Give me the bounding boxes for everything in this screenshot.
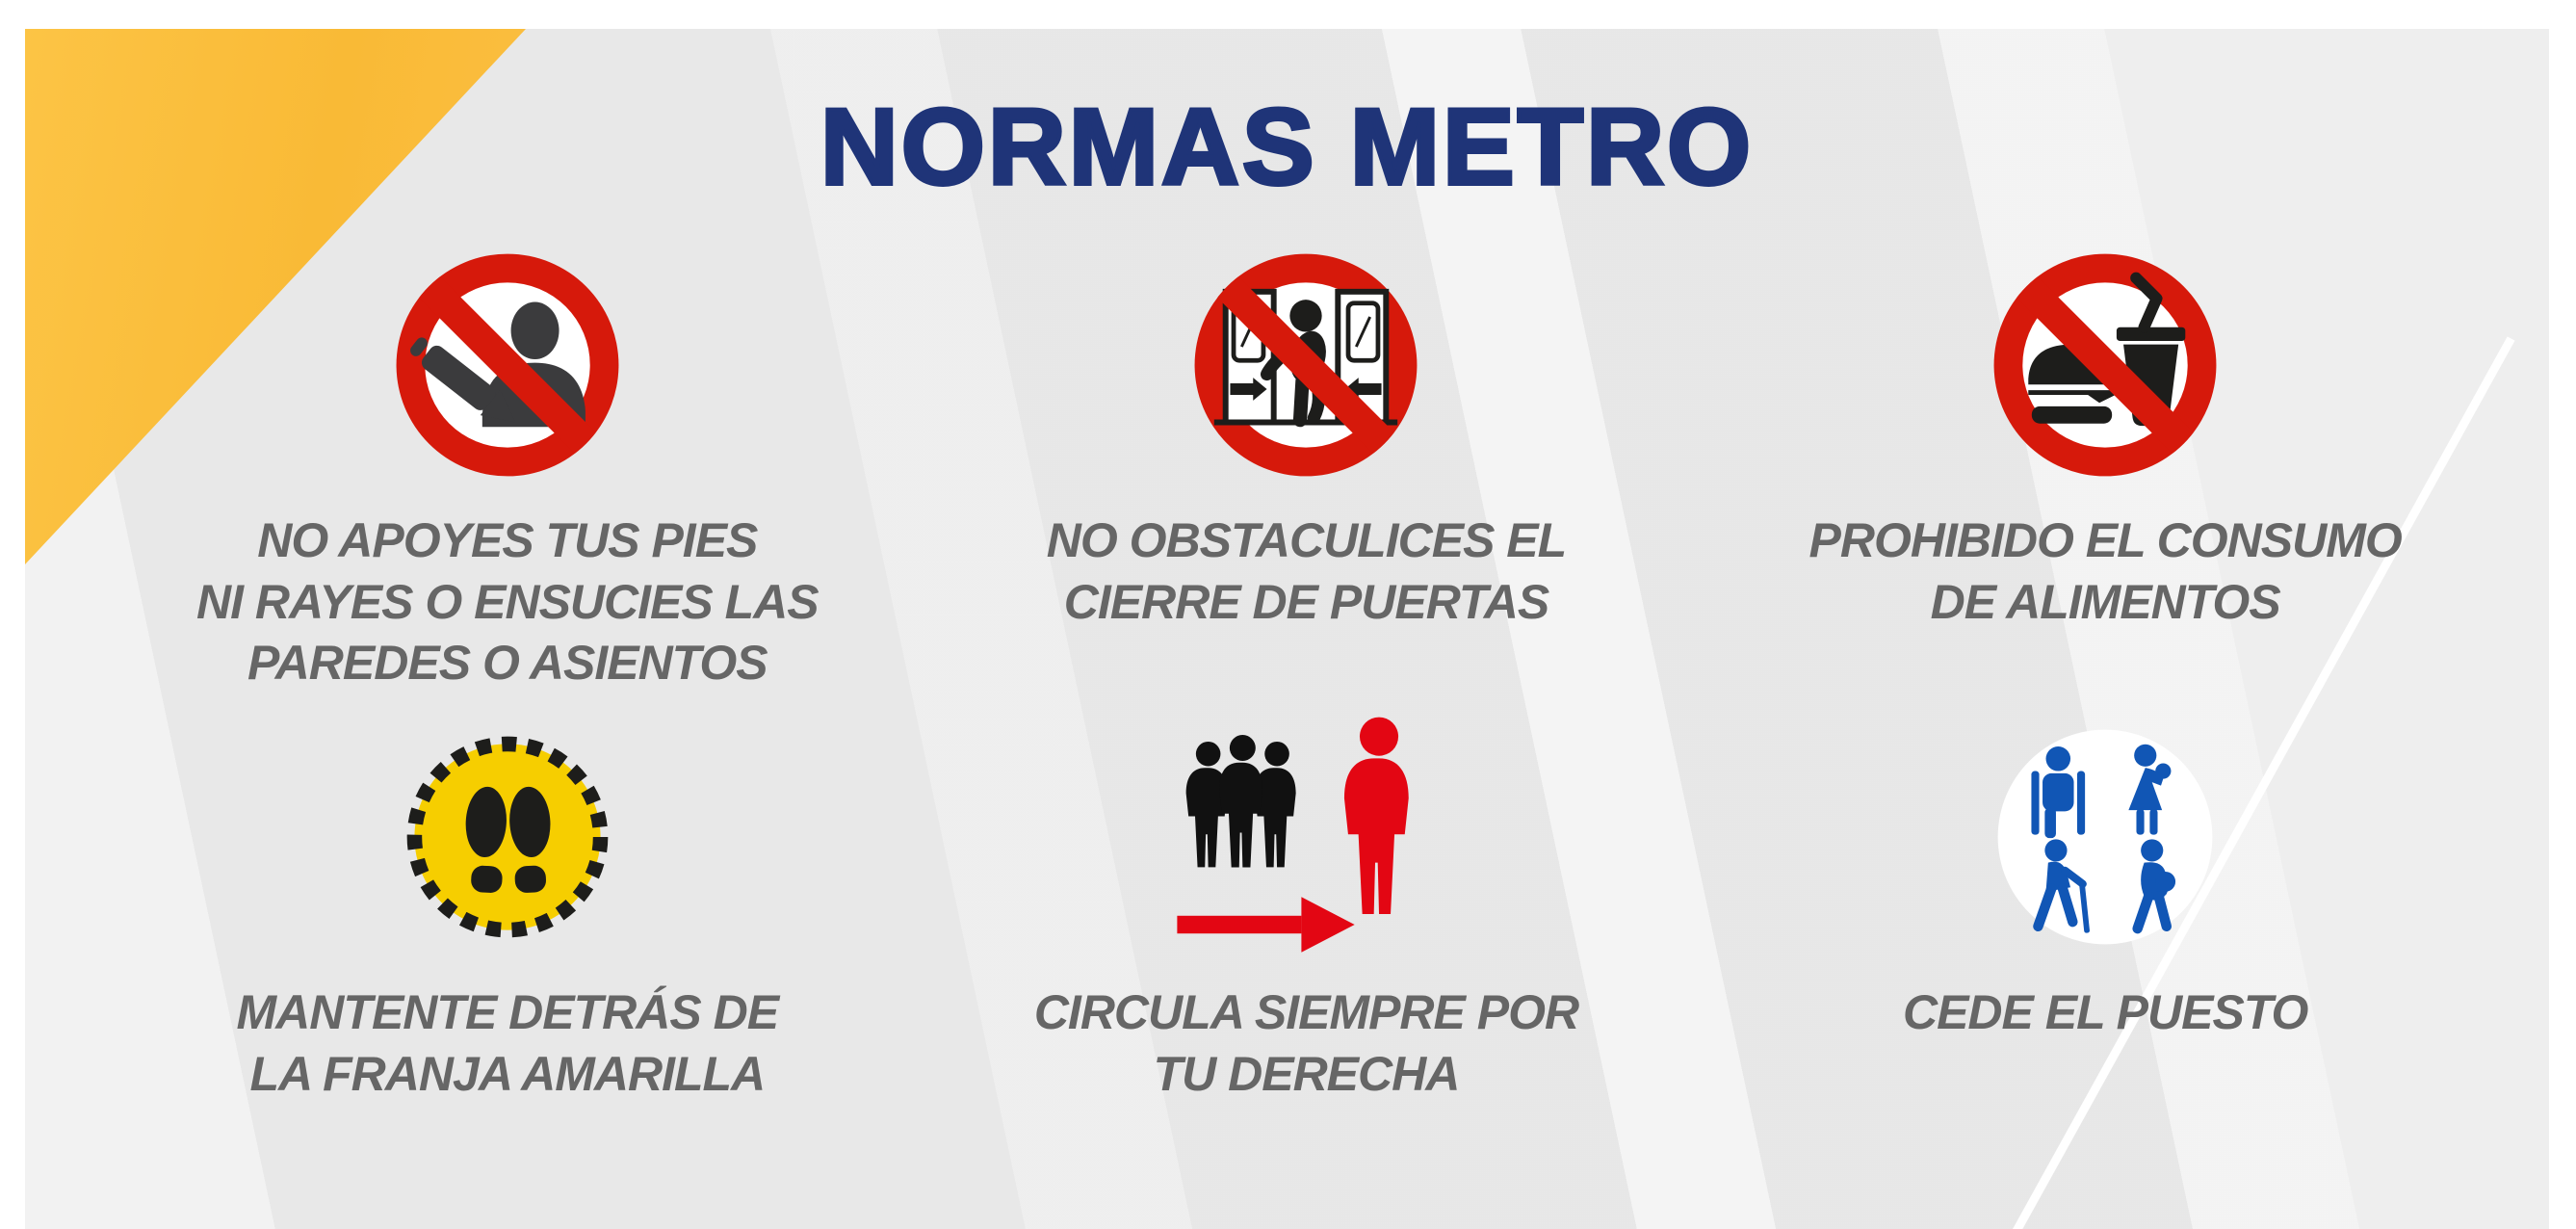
rule-no-door-blocking: NO OBSTACULICES EL CIERRE DE PUERTAS — [907, 239, 1706, 697]
rule-yield-seat: CEDE EL PUESTO — [1705, 697, 2505, 1137]
rule-no-food: PROHIBIDO EL CONSUMO DE ALIMENTOS — [1705, 239, 2505, 697]
no-graffiti-prohibition-icon — [392, 239, 622, 491]
rule-caption: NO OBSTACULICES EL CIERRE DE PUERTAS — [1046, 513, 1567, 629]
yield-seat-priority-icon — [1993, 711, 2217, 963]
rule-yellow-strip: MANTENTE DETRÁS DE LA FRANJA AMARILLA — [108, 697, 907, 1137]
rule-caption: CIRCULA SIEMPRE POR TU DERECHA — [1033, 985, 1579, 1101]
rule-caption: NO APOYES TUS PIES NI RAYES O ENSUCIES L… — [196, 513, 820, 690]
rule-no-graffiti: NO APOYES TUS PIES NI RAYES O ENSUCIES L… — [108, 239, 907, 697]
rule-caption: CEDE EL PUESTO — [1902, 985, 2308, 1039]
page-title: NORMAS METRO — [819, 85, 1755, 209]
rule-keep-right: CIRCULA SIEMPRE POR TU DERECHA — [907, 697, 1706, 1137]
poster-panel: NORMAS METRO — [25, 29, 2549, 1229]
rules-grid: NO APOYES TUS PIES NI RAYES O ENSUCIES L… — [108, 239, 2505, 1137]
no-food-prohibition-icon — [1991, 239, 2221, 491]
yellow-strip-footprints-icon — [401, 711, 614, 963]
keep-right-circulation-icon — [1161, 711, 1450, 963]
no-door-blocking-prohibition-icon — [1191, 239, 1421, 491]
rule-caption: PROHIBIDO EL CONSUMO DE ALIMENTOS — [1808, 513, 2403, 629]
rule-caption: MANTENTE DETRÁS DE LA FRANJA AMARILLA — [236, 985, 780, 1101]
